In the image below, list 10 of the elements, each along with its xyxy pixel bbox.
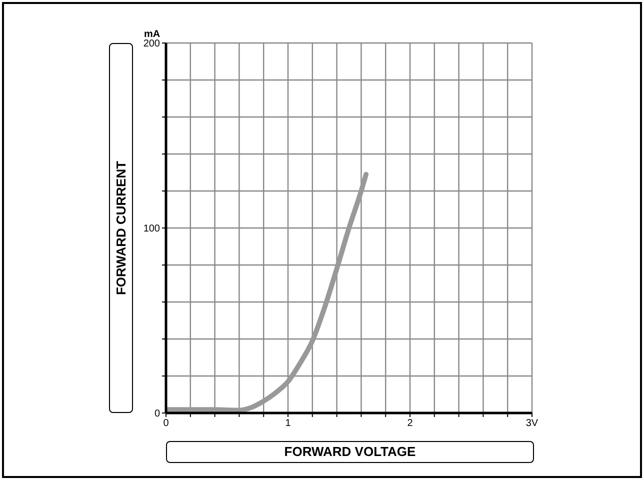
y-tick-label: 100 <box>143 224 160 235</box>
y-tick-label: 0 <box>154 408 160 420</box>
x-axis-title: FORWARD VOLTAGE <box>166 441 534 463</box>
x-tick-label: 3V <box>526 418 538 430</box>
x-tick-label: 0 <box>163 418 170 430</box>
y-axis-title: FORWARD CURRENT <box>114 160 128 296</box>
x-tick-label: 1 <box>285 418 292 430</box>
x-tick-label: 2 <box>407 418 414 430</box>
text: mA <box>144 29 160 40</box>
y-tick-label: 200 <box>143 38 160 50</box>
